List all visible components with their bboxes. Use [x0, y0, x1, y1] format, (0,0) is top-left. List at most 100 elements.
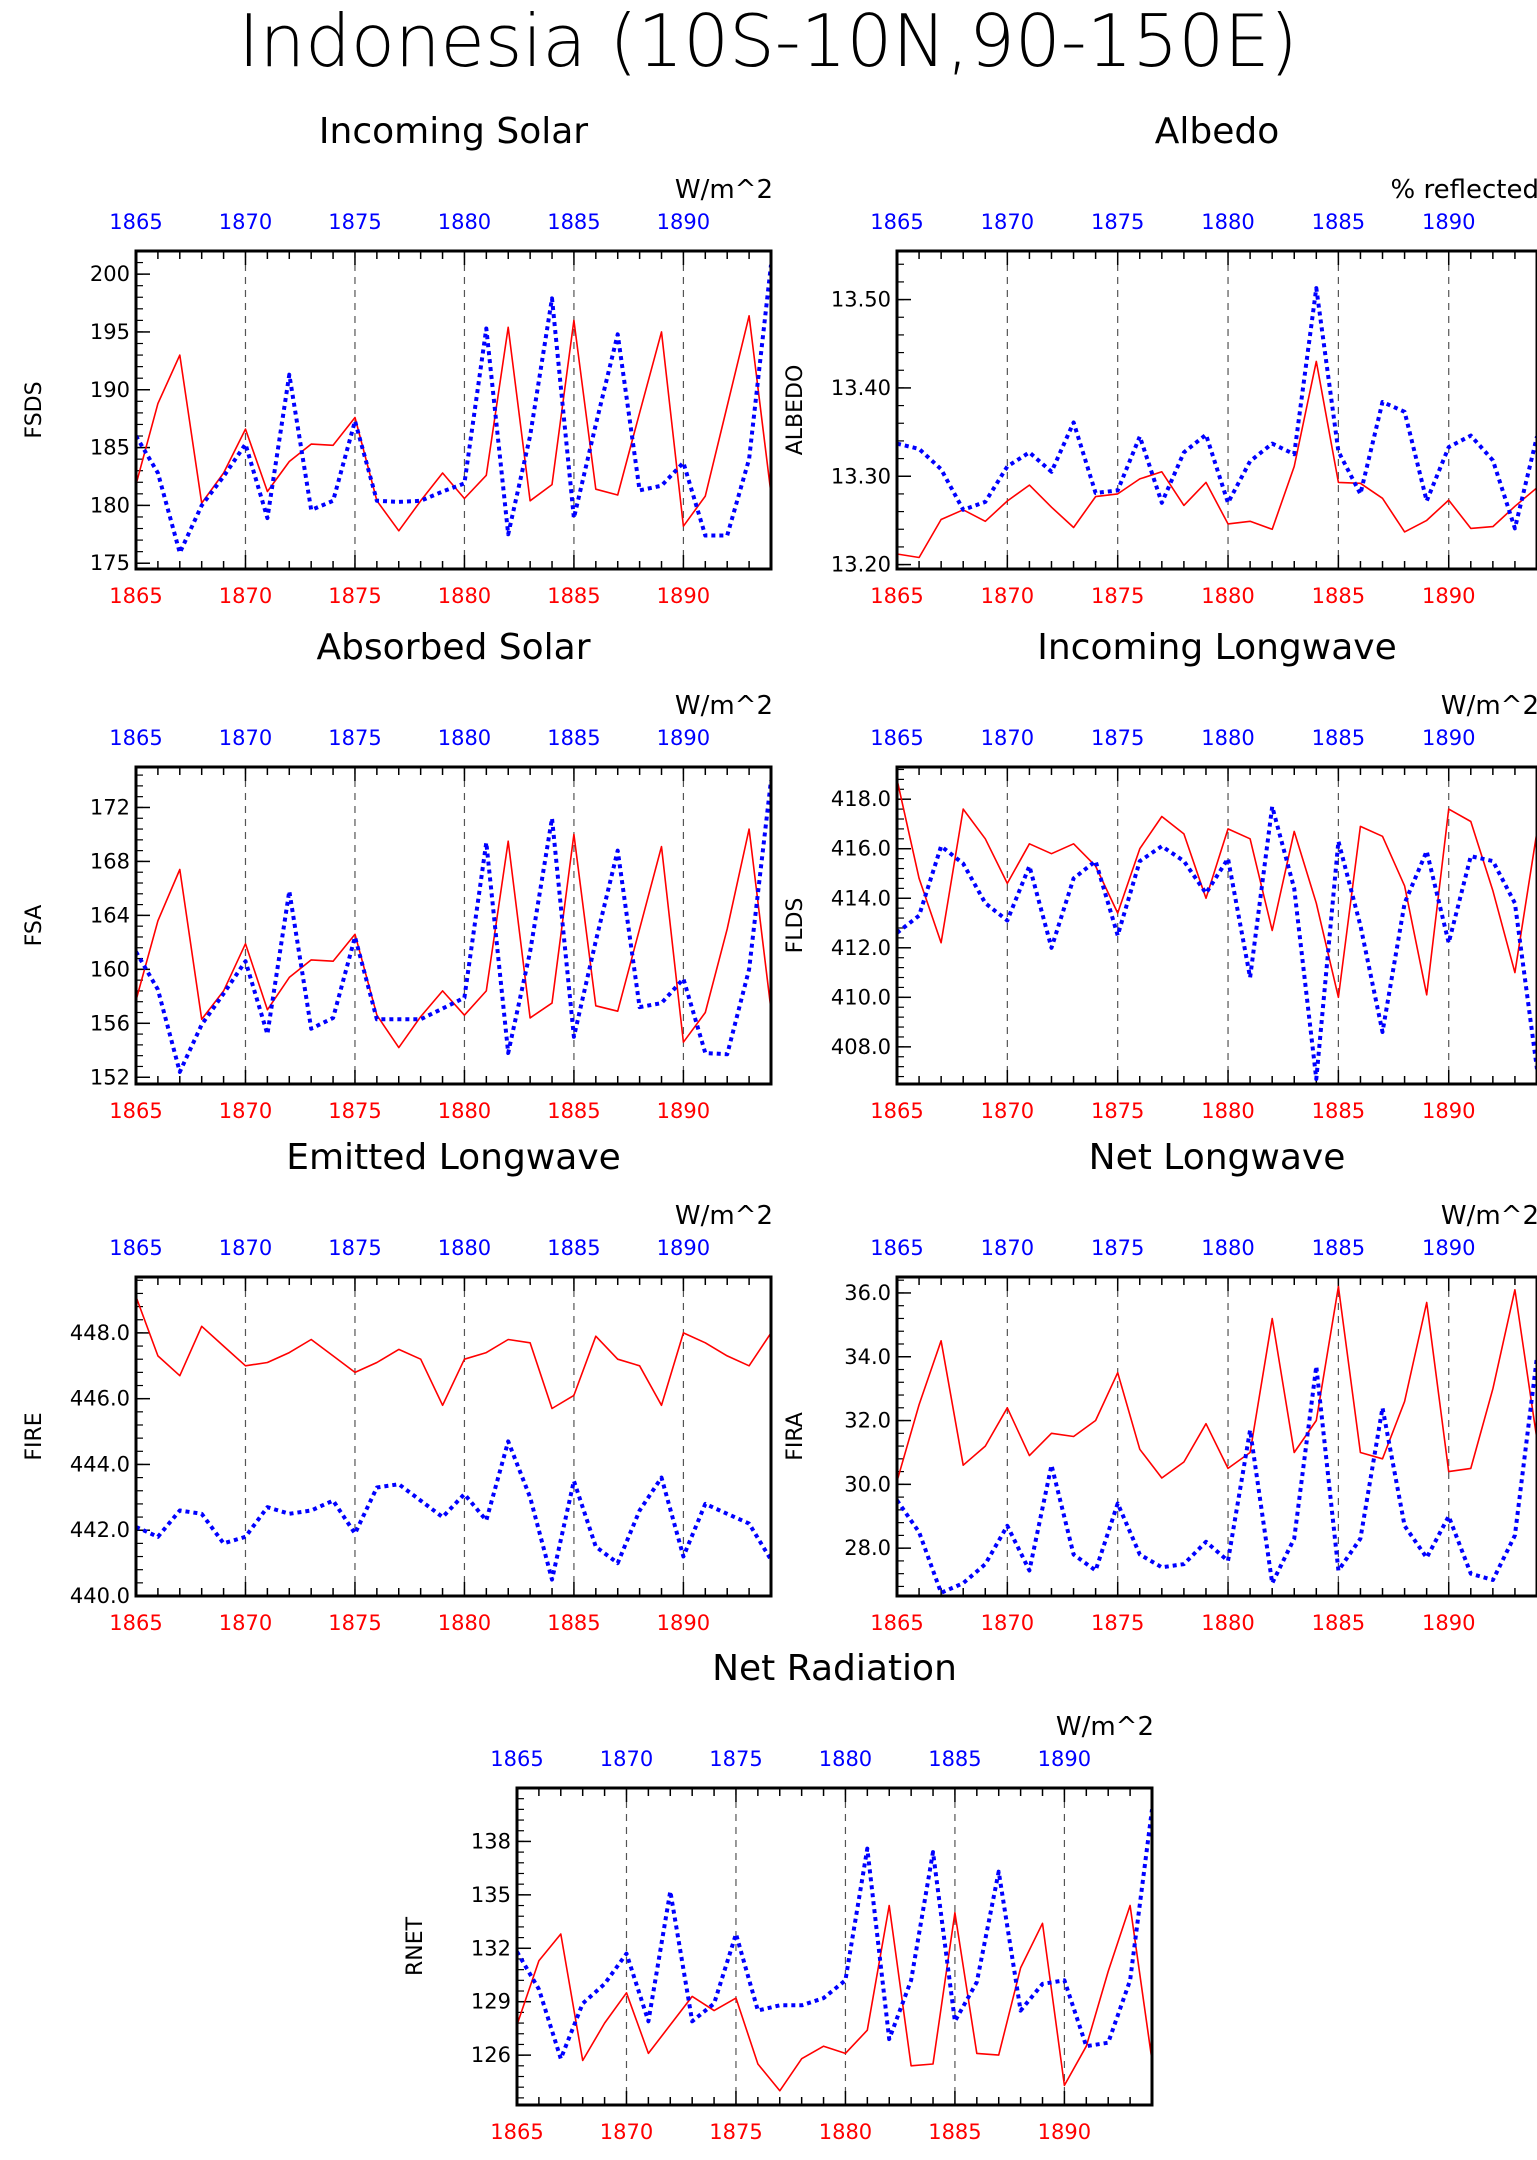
x-tick-label-top: 1870: [219, 1236, 272, 1260]
x-tick-label-bottom: 1885: [1312, 1099, 1365, 1123]
y-axis-label: FLDS: [783, 898, 808, 954]
y-tick-label: 132: [471, 1936, 511, 1960]
x-tick-label-top: 1885: [1312, 210, 1365, 234]
x-tick-label-bottom: 1885: [928, 2120, 981, 2144]
x-tick-label-top: 1890: [1422, 726, 1475, 750]
x-tick-label-bottom: 1880: [438, 1611, 491, 1635]
y-tick-label: 195: [90, 320, 130, 344]
x-tick-label-bottom: 1880: [819, 2120, 872, 2144]
x-tick-label-top: 1875: [328, 1236, 381, 1260]
x-tick-label-bottom: 1870: [981, 584, 1034, 608]
plot-frame: [895, 249, 1537, 571]
series-line-red: [897, 1285, 1537, 1482]
y-tick-label: 408.0: [831, 1035, 891, 1059]
x-tick-label-top: 1885: [547, 210, 600, 234]
panel-2: Absorbed Solar W/m^2 1865 1865 1870 1870 1875 1…: [22, 627, 773, 1123]
x-tick-label-bottom: 1865: [870, 1611, 923, 1635]
y-tick-label: 190: [90, 378, 130, 402]
x-tick-label-bottom: 1875: [328, 1099, 381, 1123]
plot-frame: [895, 1275, 1537, 1598]
panel-5: Net Longwave W/m^2 1865 1865 1870 1870 1875 187…: [783, 1137, 1537, 1635]
unit-label: W/m^2: [1056, 1712, 1154, 1742]
y-axis-label: FSDS: [22, 381, 47, 438]
y-tick-label: 442.0: [70, 1518, 130, 1542]
y-tick-label: 180: [90, 493, 130, 517]
y-tick-label: 156: [90, 1011, 130, 1035]
x-tick-label-top: 1875: [1091, 726, 1144, 750]
x-tick-label-top: 1880: [819, 1747, 872, 1771]
panel-title: Incoming Solar: [319, 111, 588, 152]
y-tick-label: 448.0: [70, 1321, 130, 1345]
y-tick-label: 164: [90, 903, 130, 927]
y-tick-label: 138: [471, 1829, 511, 1853]
y-tick-label: 168: [90, 849, 130, 873]
series-line-red: [897, 360, 1537, 559]
series-line-red: [517, 1904, 1152, 2092]
panel-title: Net Longwave: [1089, 1137, 1346, 1178]
unit-label: W/m^2: [675, 175, 773, 205]
series-line-blue: [897, 804, 1537, 1081]
y-axis-label: FIRA: [783, 1412, 808, 1461]
y-tick-label: 416.0: [831, 837, 891, 861]
x-tick-label-top: 1875: [709, 1747, 762, 1771]
series-line-blue: [136, 780, 771, 1074]
unit-label: W/m^2: [1441, 1201, 1537, 1231]
x-tick-label-bottom: 1880: [1201, 1099, 1254, 1123]
y-tick-label: 444.0: [70, 1452, 130, 1476]
x-tick-label-bottom: 1890: [657, 1611, 710, 1635]
series-line-red: [897, 779, 1537, 999]
y-tick-label: 13.30: [831, 464, 891, 488]
y-axis-label: FSA: [22, 905, 47, 947]
y-tick-label: 160: [90, 957, 130, 981]
x-tick-label-top: 1870: [981, 1236, 1034, 1260]
x-tick-label-top: 1865: [870, 1236, 923, 1260]
x-tick-label-bottom: 1885: [547, 1099, 600, 1123]
x-tick-label-bottom: 1870: [981, 1611, 1034, 1635]
y-tick-label: 36.0: [844, 1281, 891, 1305]
panel-1: Albedo % reflected 1865 1865 1870 1870 1875 187…: [783, 111, 1537, 608]
x-tick-label-bottom: 1885: [1312, 584, 1365, 608]
x-tick-label-top: 1880: [438, 210, 491, 234]
y-tick-label: 200: [90, 262, 130, 286]
x-tick-label-top: 1875: [1091, 210, 1144, 234]
x-tick-label-bottom: 1875: [1091, 584, 1144, 608]
x-tick-label-bottom: 1880: [1201, 1611, 1254, 1635]
series-line-blue: [517, 1809, 1152, 2061]
unit-label: % reflected: [1391, 175, 1537, 205]
x-tick-label-bottom: 1865: [870, 584, 923, 608]
x-tick-label-bottom: 1890: [657, 1099, 710, 1123]
series-line-blue: [136, 264, 771, 555]
x-tick-label-top: 1870: [219, 210, 272, 234]
y-tick-label: 446.0: [70, 1387, 130, 1411]
x-tick-label-bottom: 1865: [870, 1099, 923, 1123]
y-tick-label: 175: [90, 551, 130, 575]
x-tick-label-top: 1875: [328, 726, 381, 750]
x-tick-label-bottom: 1880: [438, 1099, 491, 1123]
y-tick-label: 418.0: [831, 787, 891, 811]
x-tick-label-bottom: 1865: [490, 2120, 543, 2144]
x-tick-label-top: 1880: [1201, 1236, 1254, 1260]
plot-frame: [134, 249, 773, 571]
series-line-blue: [136, 1439, 771, 1582]
x-tick-label-top: 1880: [438, 1236, 491, 1260]
x-tick-label-top: 1890: [657, 210, 710, 234]
main-title: Indonesia (10S-10N,90-150E): [238, 0, 1297, 83]
x-tick-label-top: 1865: [109, 1236, 162, 1260]
x-tick-label-top: 1890: [657, 1236, 710, 1260]
y-tick-label: 414.0: [831, 886, 891, 910]
panel-6: Net Radiation W/m^2 1865 1865 1870 1870 1875 18…: [403, 1648, 1154, 2144]
panel-title: Albedo: [1155, 111, 1280, 152]
x-tick-label-top: 1890: [657, 726, 710, 750]
x-tick-label-top: 1870: [981, 210, 1034, 234]
x-tick-label-top: 1875: [1091, 1236, 1144, 1260]
x-tick-label-bottom: 1880: [1201, 584, 1254, 608]
panel-title: Net Radiation: [712, 1648, 957, 1689]
x-tick-label-bottom: 1870: [219, 1611, 272, 1635]
x-tick-label-bottom: 1890: [1422, 1611, 1475, 1635]
unit-label: W/m^2: [675, 691, 773, 721]
panel-4: Emitted Longwave W/m^2 1865 1865 1870 1870 187…: [22, 1137, 773, 1635]
y-axis-label: ALBEDO: [783, 365, 808, 456]
x-tick-label-top: 1865: [109, 726, 162, 750]
panel-3: Incoming Longwave W/m^2 1865 1865 1870 1870 18…: [783, 627, 1537, 1123]
